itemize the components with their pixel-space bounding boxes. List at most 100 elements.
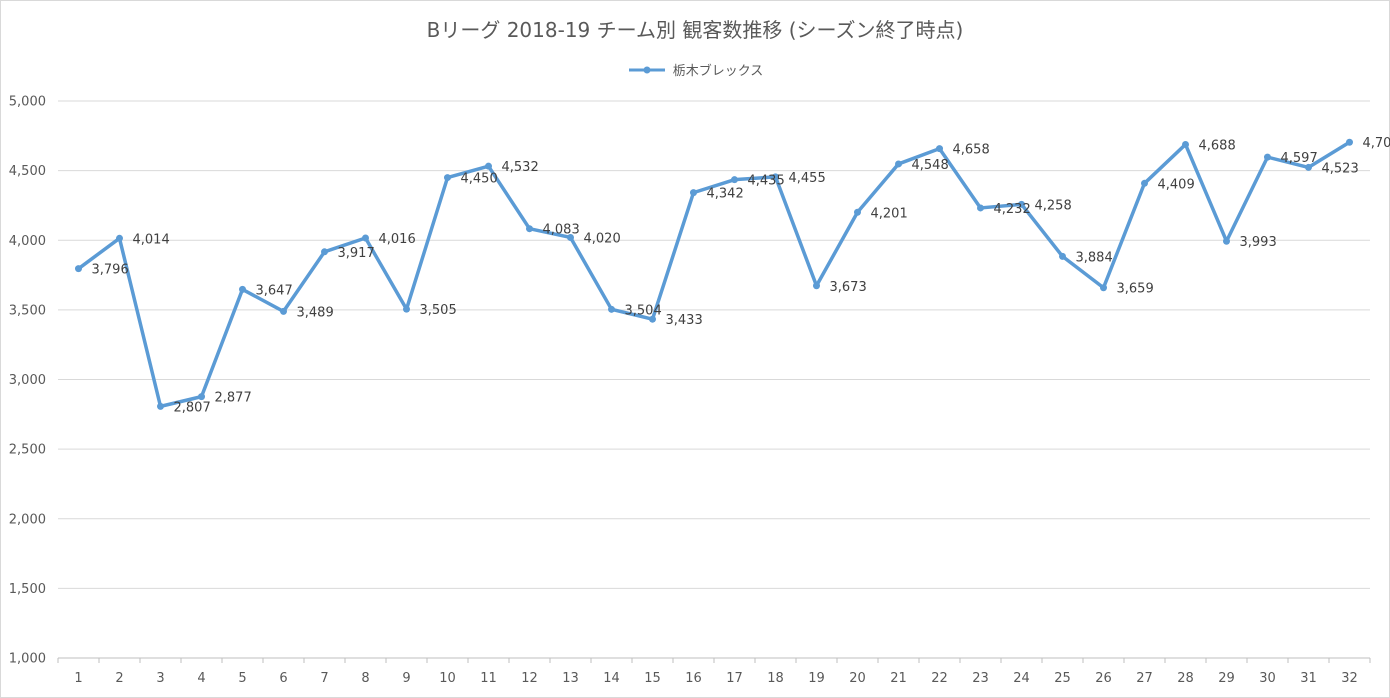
data-point <box>1264 153 1271 161</box>
y-tick-label: 3,000 <box>9 373 46 388</box>
x-tick-label: 20 <box>849 671 866 686</box>
data-point <box>649 315 656 323</box>
data-point <box>444 174 451 182</box>
data-point <box>854 208 861 216</box>
x-tick-label: 22 <box>931 671 948 686</box>
x-tick-label: 10 <box>439 671 456 686</box>
data-point <box>731 176 738 184</box>
data-point <box>895 160 902 168</box>
x-tick-label: 13 <box>562 671 579 686</box>
x-tick-label: 9 <box>402 671 410 686</box>
data-point <box>198 393 205 401</box>
x-tick-label: 30 <box>1259 671 1276 686</box>
legend: 栃木ブレックス <box>0 60 1390 80</box>
x-tick-label: 8 <box>361 671 369 686</box>
data-label: 4,704 <box>1363 136 1390 151</box>
x-tick-label: 24 <box>1013 671 1030 686</box>
legend-label: 栃木ブレックス <box>672 64 764 79</box>
y-tick-label: 3,500 <box>9 303 46 318</box>
data-point <box>1018 200 1025 208</box>
data-label: 3,993 <box>1240 235 1277 250</box>
data-label: 3,505 <box>420 303 457 318</box>
data-point <box>936 145 943 153</box>
data-point <box>1141 179 1148 187</box>
data-point <box>75 265 82 273</box>
y-tick-label: 1,500 <box>9 582 46 597</box>
data-point <box>1223 237 1230 245</box>
x-tick-label: 17 <box>726 671 743 686</box>
data-label: 3,504 <box>625 303 662 318</box>
data-point <box>567 233 574 241</box>
x-tick-label: 21 <box>890 671 907 686</box>
data-label: 4,014 <box>133 232 170 247</box>
data-point <box>116 234 123 242</box>
data-label: 4,450 <box>461 172 498 187</box>
x-tick-label: 14 <box>603 671 620 686</box>
y-tick-label: 4,500 <box>9 164 46 179</box>
series-line <box>76 140 1352 409</box>
data-label: 4,342 <box>707 187 744 202</box>
data-label: 4,597 <box>1281 151 1318 166</box>
data-label: 4,201 <box>871 206 908 221</box>
x-tick-label: 31 <box>1300 671 1317 686</box>
x-tick-label: 29 <box>1218 671 1235 686</box>
data-label: 4,532 <box>502 160 539 175</box>
data-label: 3,884 <box>1076 250 1113 265</box>
y-tick-label: 2,500 <box>9 443 46 458</box>
x-tick-label: 11 <box>480 671 497 686</box>
data-point <box>321 248 328 256</box>
data-point <box>362 234 369 242</box>
y-tick-label: 2,000 <box>9 512 46 527</box>
data-point <box>772 173 779 181</box>
y-tick-label: 4,000 <box>9 234 46 249</box>
x-tick-label: 28 <box>1177 671 1194 686</box>
data-label: 3,917 <box>338 246 375 261</box>
data-label: 3,647 <box>256 283 293 298</box>
x-tick-label: 27 <box>1136 671 1153 686</box>
data-label: 3,796 <box>92 263 129 278</box>
data-point <box>280 307 287 315</box>
data-label: 4,688 <box>1199 138 1236 153</box>
x-tick-label: 25 <box>1054 671 1071 686</box>
data-label: 4,435 <box>748 174 785 189</box>
data-label: 3,659 <box>1117 282 1154 297</box>
data-point <box>690 189 697 197</box>
data-label: 4,455 <box>789 171 826 186</box>
data-point <box>813 282 820 290</box>
legend-line-icon <box>628 66 665 73</box>
x-tick-label: 12 <box>521 671 538 686</box>
data-point <box>403 305 410 313</box>
x-tick-label: 26 <box>1095 671 1112 686</box>
x-tick-label: 32 <box>1341 671 1358 686</box>
x-tick-label: 23 <box>972 671 989 686</box>
x-tick-label: 3 <box>156 671 164 686</box>
x-tick-label: 2 <box>115 671 123 686</box>
data-point <box>1100 284 1107 292</box>
data-point <box>1059 252 1066 260</box>
data-point <box>608 305 615 313</box>
data-point <box>1346 138 1353 146</box>
data-point <box>1182 140 1189 148</box>
data-point <box>485 162 492 170</box>
x-tick-label: 19 <box>808 671 825 686</box>
y-tick-label: 5,000 <box>9 95 46 110</box>
data-label: 4,548 <box>912 158 949 173</box>
data-label: 4,083 <box>543 223 580 238</box>
data-label: 4,523 <box>1322 161 1359 176</box>
x-tick-label: 7 <box>320 671 328 686</box>
data-point <box>977 204 984 212</box>
data-label: 4,020 <box>584 231 621 246</box>
data-point <box>526 225 533 233</box>
x-tick-label: 4 <box>197 671 205 686</box>
chart-title: Bリーグ 2018-19 チーム別 観客数推移 (シーズン終了時点) <box>426 18 964 42</box>
data-point <box>157 402 164 410</box>
x-tick-label: 15 <box>644 671 661 686</box>
data-label: 4,658 <box>953 143 990 158</box>
data-point <box>1305 163 1312 171</box>
data-label: 4,258 <box>1035 198 1072 213</box>
data-label: 2,877 <box>215 391 252 406</box>
data-label: 2,807 <box>174 400 211 415</box>
data-label: 3,489 <box>297 305 334 320</box>
